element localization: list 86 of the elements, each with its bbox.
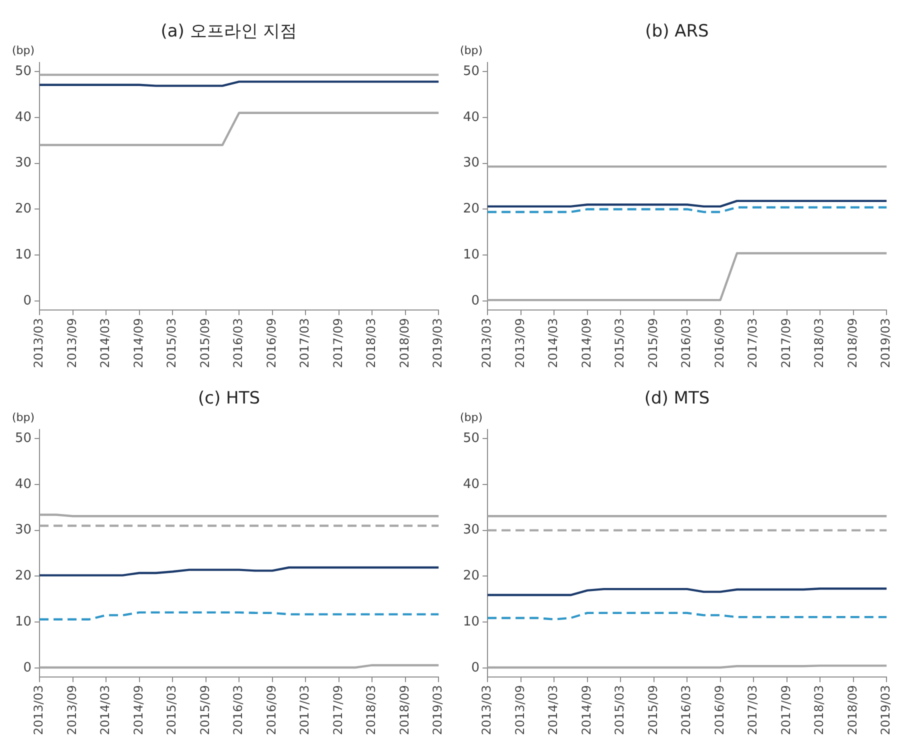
x-tick-label: 2018/03: [812, 318, 826, 368]
y-tick-label: 20: [462, 202, 480, 217]
x-tick-label: 2017/03: [298, 318, 312, 368]
x-tick-label: 2018/09: [845, 318, 860, 368]
y-axis-title: (bp): [460, 410, 483, 424]
x-tick-label: 2016/03: [679, 685, 694, 736]
y-tick-label: 40: [462, 110, 480, 125]
x-tick-label: 2015/03: [164, 685, 179, 736]
chart-title: (c) HTS: [198, 388, 260, 409]
x-tick-label: 2013/03: [480, 685, 494, 736]
y-tick-label: 30: [14, 156, 32, 171]
x-tick-label: 2013/09: [512, 685, 527, 736]
y-tick-label: 10: [462, 247, 480, 262]
y-tick-label: 20: [14, 568, 32, 584]
x-tick-label: 2017/09: [778, 318, 793, 368]
x-tick-label: 2017/03: [746, 685, 760, 736]
x-tick-label: 2016/03: [231, 685, 246, 736]
x-tick-label: 2015/03: [164, 318, 179, 368]
y-axis-title: (bp): [12, 410, 35, 424]
x-tick-label: 2017/03: [298, 685, 312, 736]
x-tick-label: 2014/09: [579, 318, 594, 368]
y-tick-label: 10: [462, 614, 480, 630]
x-tick-label: 2016/09: [264, 685, 278, 736]
x-tick-label: 2016/03: [679, 318, 694, 368]
y-tick-label: 0: [23, 660, 32, 676]
line-series: [38, 611, 440, 620]
x-tick-label: 2017/09: [330, 318, 345, 368]
y-tick-label: 30: [14, 522, 32, 538]
chart-title: (d) MTS: [644, 388, 710, 409]
x-tick-label: 2015/09: [198, 685, 212, 736]
y-axis-title: (bp): [12, 44, 35, 57]
x-tick-label: 2018/03: [364, 685, 378, 736]
y-tick-label: 20: [14, 202, 32, 217]
x-tick-label: 2019/03: [878, 318, 893, 368]
x-tick-label: 2013/03: [480, 318, 494, 368]
y-tick-label: 50: [14, 64, 32, 79]
x-tick-label: 2015/03: [612, 318, 627, 368]
y-tick-label: 0: [471, 660, 480, 676]
x-tick-label: 2017/09: [778, 685, 793, 736]
y-tick-label: 0: [471, 293, 480, 308]
y-tick-label: 50: [462, 430, 480, 446]
y-tick-label: 0: [23, 293, 32, 308]
x-tick-label: 2013/03: [32, 318, 46, 368]
y-tick-label: 50: [462, 64, 480, 79]
y-tick-label: 30: [462, 156, 480, 171]
x-tick-label: 2014/03: [98, 685, 112, 736]
x-tick-label: 2015/03: [612, 685, 627, 736]
x-tick-label: 2018/03: [812, 685, 826, 736]
x-tick-label: 2019/03: [878, 685, 893, 736]
x-tick-label: 2015/09: [646, 685, 660, 736]
x-tick-label: 2014/03: [546, 685, 560, 736]
x-tick-label: 2015/09: [198, 318, 212, 368]
y-tick-label: 40: [462, 476, 480, 492]
y-tick-label: 50: [14, 430, 32, 446]
x-tick-label: 2013/09: [64, 685, 79, 736]
y-tick-label: 20: [462, 568, 480, 584]
x-tick-label: 2015/09: [646, 318, 660, 368]
x-tick-label: 2014/03: [546, 318, 560, 368]
x-tick-label: 2016/09: [712, 318, 726, 368]
y-tick-label: 40: [14, 476, 32, 492]
x-tick-label: 2014/03: [98, 318, 112, 368]
y-tick-label: 10: [14, 614, 32, 630]
y-tick-label: 10: [14, 247, 32, 262]
x-tick-label: 2014/09: [131, 685, 146, 736]
x-tick-label: 2016/09: [264, 318, 278, 368]
x-tick-label: 2017/03: [746, 318, 760, 368]
y-tick-label: 30: [462, 522, 480, 538]
y-tick-label: 40: [14, 110, 32, 125]
x-tick-label: 2016/09: [712, 685, 726, 736]
x-tick-label: 2018/09: [397, 318, 412, 368]
x-tick-label: 2014/09: [131, 318, 146, 368]
chart-title: (b) ARS: [645, 22, 709, 42]
x-tick-label: 2019/03: [430, 318, 445, 368]
chart-title: (a) 오프라인 지점: [160, 22, 298, 42]
y-axis-title: (bp): [460, 44, 483, 57]
x-tick-label: 2013/09: [512, 318, 527, 368]
x-tick-label: 2017/09: [330, 685, 345, 736]
x-tick-label: 2018/09: [397, 685, 412, 736]
line-series: [486, 612, 888, 620]
x-tick-label: 2018/03: [364, 318, 378, 368]
x-tick-label: 2018/09: [845, 685, 860, 736]
x-tick-label: 2019/03: [430, 685, 445, 736]
x-tick-label: 2016/03: [231, 318, 246, 368]
x-tick-label: 2013/03: [32, 685, 46, 736]
x-tick-label: 2013/09: [64, 318, 79, 368]
x-tick-label: 2014/09: [579, 685, 594, 736]
